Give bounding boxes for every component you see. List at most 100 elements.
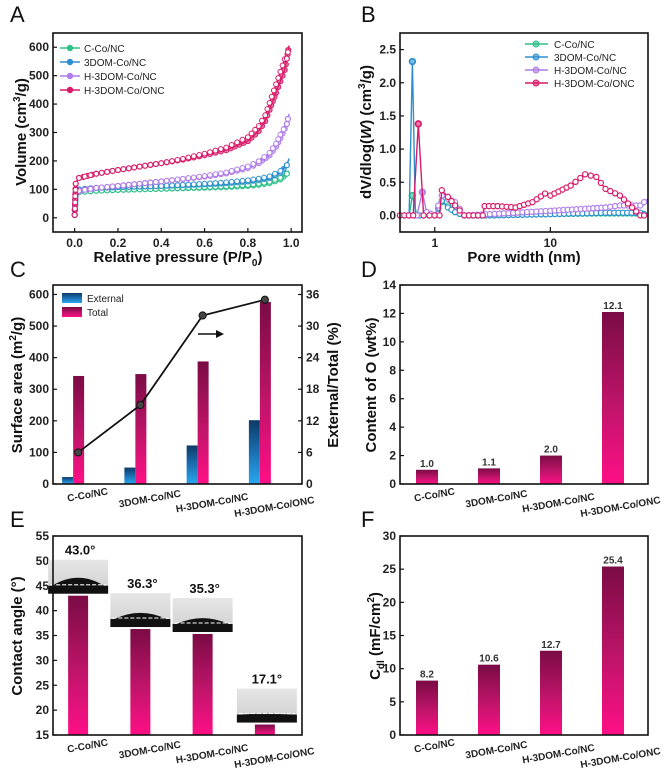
panel-e-droplet-shape <box>114 612 167 620</box>
panel-c-arrowhead-icon <box>216 330 224 338</box>
panel-label-f: F <box>361 507 374 532</box>
panel-f-cdl-chart: 0 5 10 15 20 25 30 8.2 10.6 12.7 25.4 C-Co/NC 3DOM-C… <box>383 529 662 771</box>
panel-a-data-point <box>185 154 192 161</box>
panel-a-data-point <box>266 173 273 180</box>
panel-a-data-point <box>261 174 268 181</box>
panel-f-data-label: 12.7 <box>541 640 561 651</box>
panel-d-ytick-label: 2 <box>389 449 396 463</box>
panel-b-xtick-label: 10 <box>544 236 558 250</box>
panel-f-ytick-label: 20 <box>383 595 397 609</box>
panel-c-y2-axis-title: External/Total (%) <box>325 322 342 448</box>
panel-b-y-axis-title: dV/dlog(W) (cm3/g) <box>357 65 375 199</box>
panel-c-category-label: 3DOM-Co/NC <box>118 489 182 511</box>
panel-d-ytick-label: 6 <box>389 392 396 406</box>
panel-b-data-point <box>420 212 427 219</box>
panel-a-data-point <box>190 181 197 188</box>
panel-e-ytick-label: 55 <box>36 529 50 543</box>
panel-b-peak-point <box>408 57 417 66</box>
panel-a-data-point <box>72 180 79 187</box>
panel-a-data-point <box>285 116 291 122</box>
panel-b-data-point <box>436 212 443 219</box>
panel-a-data-point <box>163 182 170 189</box>
panel-c-ytick-label: 200 <box>29 414 49 428</box>
panel-a-data-point <box>131 181 138 188</box>
panel-a-data-point <box>277 167 284 174</box>
panel-a-data-point <box>158 178 165 185</box>
panel-d-ytick-label: 4 <box>389 420 396 434</box>
panel-a-data-point <box>234 139 240 146</box>
panel-a-data-point <box>152 179 159 185</box>
panel-c-bar-total <box>259 302 271 484</box>
panel-a-data-point <box>283 55 290 62</box>
panel-e-ytick-label: 20 <box>36 703 50 717</box>
panel-d-category-label: C-Co/NC <box>413 487 455 505</box>
panel-a-data-point <box>285 49 291 56</box>
panel-a-data-point <box>201 180 208 187</box>
panel-a-data-point <box>275 75 282 81</box>
panel-f-data-label: 8.2 <box>420 670 434 681</box>
panel-c-legend-label: External <box>87 294 124 305</box>
panel-a-data-point <box>72 199 78 206</box>
panel-a-data-point <box>104 168 111 175</box>
panel-c-y2tick-label: 30 <box>306 319 320 333</box>
panel-a-data-point <box>268 93 275 100</box>
panel-e-bar <box>254 724 275 735</box>
panel-c-bar-external <box>186 445 198 484</box>
panel-a-data-point <box>223 144 230 151</box>
panel-f-bar <box>416 680 438 735</box>
panel-a-data-point <box>273 81 279 88</box>
panel-c-bar-total <box>197 361 209 484</box>
panel-a-data-point <box>283 121 290 127</box>
panel-a-ytick-label: 400 <box>29 97 49 111</box>
panel-a-data-point <box>248 130 255 137</box>
panel-d-oxygen-content-chart: 0 2 4 6 8 10 12 14 1.0 1.1 2.0 12.1 C-Co/NC 3DOM-Co/N… <box>383 278 662 520</box>
panel-d-bar <box>540 455 562 484</box>
panel-c-ytick-label: 600 <box>29 287 49 301</box>
panel-a-data-point <box>259 117 265 124</box>
panel-a-data-point <box>98 184 105 191</box>
panel-c-bar-external <box>124 467 136 484</box>
panel-a-legend-marker <box>66 58 74 66</box>
panel-b-data-point <box>620 196 628 203</box>
panel-c-surface-area-chart: 0 100 200 300 400 500 600 0 6 12 18 24 30 36 External T… <box>29 284 320 520</box>
panel-c-ratio-point <box>136 400 145 410</box>
panel-a-data-point <box>190 174 197 181</box>
panel-b-ytick-label: 0.0 <box>379 208 396 222</box>
panel-a-data-point <box>283 170 290 177</box>
panel-e-substrate <box>48 585 109 594</box>
panel-a-data-point <box>223 169 230 176</box>
panel-b-data-point <box>409 212 417 219</box>
panel-a-data-point <box>136 180 143 187</box>
panel-a-x-axis-title: Relative pressure (P/P0) <box>94 249 263 269</box>
panel-a-data-point <box>234 178 240 185</box>
panel-a-data-point <box>76 175 82 181</box>
panel-a-data-point <box>196 173 203 180</box>
panel-a-data-point <box>180 181 186 188</box>
panel-a-data-point <box>223 179 230 186</box>
panel-a-frame <box>52 32 303 233</box>
panel-a-data-point <box>174 156 181 163</box>
panel-b-legend-marker <box>532 53 540 61</box>
panel-a-legend-marker <box>66 72 74 80</box>
panel-a-data-point <box>234 166 240 173</box>
panel-c-y2tick-label: 0 <box>306 477 313 491</box>
panel-a-data-point <box>120 182 127 189</box>
panel-c-ratio-point <box>74 448 83 457</box>
panel-a-data-point <box>207 149 213 156</box>
panel-a-data-point <box>163 177 170 184</box>
panel-c-ytick-label: 400 <box>29 351 49 365</box>
panel-a-data-point <box>201 173 208 179</box>
panel-b-ytick-label: 2.0 <box>379 76 396 90</box>
panel-a-data-point <box>277 68 284 75</box>
panel-a-data-point <box>212 180 219 186</box>
panel-e-ytick-label: 25 <box>36 678 50 692</box>
panel-a-data-point <box>180 155 186 162</box>
panel-b-xtick-label: 1 <box>431 236 438 250</box>
panel-c-y2tick-label: 6 <box>306 445 313 459</box>
panel-d-bar <box>602 312 624 484</box>
panel-c-y2tick-label: 12 <box>306 414 320 428</box>
panel-a-data-point <box>239 136 246 143</box>
panel-b-legend-marker <box>532 40 540 48</box>
panel-a-data-point <box>169 158 175 164</box>
panel-label-b: B <box>361 2 376 27</box>
